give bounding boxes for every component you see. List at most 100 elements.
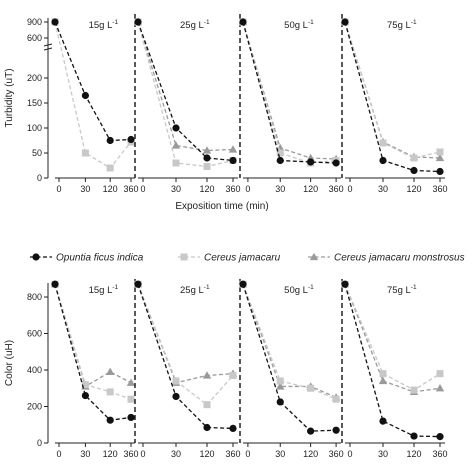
data-point-opuntia <box>341 18 349 26</box>
panel-label-text: 75g L <box>387 285 411 296</box>
series-line-cereus <box>242 283 337 400</box>
series-line-cereus <box>137 283 234 406</box>
series-line-opuntia <box>344 284 441 438</box>
data-point-cereus <box>436 370 444 378</box>
data-point-cereus <box>127 395 135 403</box>
data-point-monstrosus <box>228 145 238 153</box>
panel-label-text: 15g L <box>89 20 113 31</box>
x-tick-label: 30 <box>275 184 285 194</box>
data-point-opuntia <box>239 18 247 26</box>
x-tick-label: 120 <box>199 449 214 459</box>
x-tick-label: 0 <box>245 184 250 194</box>
axis-break-mark <box>43 43 53 47</box>
x-tick-label: 0 <box>56 184 61 194</box>
panel-label-superscript: -1 <box>308 19 314 26</box>
panel-label-superscript: -1 <box>411 284 417 291</box>
panel-label: 25g L-1 <box>180 19 210 31</box>
x-tick-label: 30 <box>378 449 388 459</box>
panel-2: 0 30 120 360 25g L-1 <box>133 279 241 459</box>
x-tick-label: 120 <box>199 184 214 194</box>
panel-label: 75g L-1 <box>387 19 417 31</box>
panel-3: 0 30 120 360 50g L-1 <box>238 279 344 459</box>
x-tick-label: 360 <box>225 184 240 194</box>
x-tick-label: 30 <box>80 184 90 194</box>
x-tick-label: 120 <box>303 184 318 194</box>
series-line-opuntia <box>54 21 132 142</box>
x-tick-label: 30 <box>378 184 388 194</box>
data-point-cereus <box>172 159 180 167</box>
data-point-opuntia <box>332 426 340 434</box>
y-axis-title: Turbidity (uT) <box>4 68 15 127</box>
series-line-monstrosus <box>54 284 132 388</box>
data-point-cereus <box>276 377 284 385</box>
data-point-opuntia <box>436 167 444 176</box>
data-point-monstrosus <box>378 376 388 385</box>
x-tick-label: 30 <box>171 449 181 459</box>
series-line-monstrosus <box>344 21 441 159</box>
y-tick-label: 150 <box>27 98 42 108</box>
turbidity-chart: 0 50 100 150 200 600 900 Turbidity (uT) 0 30 120 36… <box>4 14 448 212</box>
x-axis-title: Exposition time (min) <box>175 201 268 212</box>
data-point-cereus <box>81 381 89 389</box>
data-point-cereus <box>307 384 315 392</box>
panel-3: 0 30 120 360 50g L-1 <box>238 14 344 194</box>
legend-label-opuntia: Opuntia ficus indica <box>56 253 144 264</box>
data-point-opuntia <box>410 166 418 175</box>
panel-label-superscript: -1 <box>204 19 210 26</box>
data-point-cereus <box>203 163 211 170</box>
legend-entry-monstrosus: Cereus jamacaru monstrosus <box>308 253 465 264</box>
panel-1: 0 30 120 360 15g L-1 <box>50 280 139 459</box>
series-line-cereus <box>54 284 132 400</box>
data-point-monstrosus <box>202 146 212 154</box>
data-point-opuntia <box>332 159 340 167</box>
legend-marker-monstrosus <box>309 252 319 261</box>
data-point-opuntia <box>134 18 142 26</box>
panel-label: 50g L-1 <box>284 284 314 296</box>
panel-label-superscript: -1 <box>204 284 210 291</box>
data-point-opuntia <box>307 158 315 166</box>
legend-entry-opuntia: Opuntia ficus indica <box>30 253 144 264</box>
series-line-cereus <box>137 21 234 168</box>
data-point-opuntia <box>81 91 89 100</box>
y-tick-label: 100 <box>27 123 42 133</box>
data-point-monstrosus <box>435 153 445 162</box>
x-tick-label: 120 <box>103 184 118 194</box>
x-tick-label: 360 <box>329 449 344 459</box>
data-point-cereus <box>379 370 387 378</box>
x-tick-label: 120 <box>303 449 318 459</box>
x-tick-label: 120 <box>406 184 421 194</box>
legend-label-cereus: Cereus jamacaru <box>204 253 281 264</box>
x-tick-label: 360 <box>432 184 447 194</box>
x-tick-label: 120 <box>406 449 421 459</box>
series-line-cereus <box>54 21 132 169</box>
data-point-opuntia <box>172 392 180 401</box>
series-line-monstrosus <box>242 284 337 398</box>
data-point-cereus <box>276 149 284 157</box>
data-point-monstrosus <box>276 382 285 390</box>
y-tick-label: 200 <box>27 402 42 412</box>
x-tick-label: 0 <box>140 449 145 459</box>
series-line-cereus <box>344 283 441 391</box>
y-tick-label: 0 <box>37 438 42 448</box>
panel-label-text: 15g L <box>89 285 113 296</box>
data-point-cereus <box>436 148 444 156</box>
data-point-opuntia <box>127 413 135 422</box>
data-point-cereus <box>332 395 340 403</box>
panel-4: 0 30 120 360 75g L-1 <box>340 279 448 459</box>
data-point-opuntia <box>127 135 135 144</box>
data-point-opuntia <box>229 156 237 165</box>
data-point-opuntia <box>134 280 142 288</box>
x-tick-label: 360 <box>432 449 447 459</box>
data-point-opuntia <box>172 124 180 132</box>
x-tick-label: 30 <box>80 449 90 459</box>
x-tick-label: 120 <box>103 449 118 459</box>
data-point-opuntia <box>51 18 59 26</box>
panel-label-superscript: -1 <box>112 284 118 291</box>
data-point-cereus <box>81 149 89 157</box>
y-tick-label: 50 <box>32 148 42 158</box>
x-tick-label: 0 <box>347 184 352 194</box>
data-point-cereus <box>106 388 114 396</box>
data-point-monstrosus <box>126 378 136 386</box>
data-point-opuntia <box>229 424 237 432</box>
panel-label-superscript: -1 <box>308 284 314 291</box>
